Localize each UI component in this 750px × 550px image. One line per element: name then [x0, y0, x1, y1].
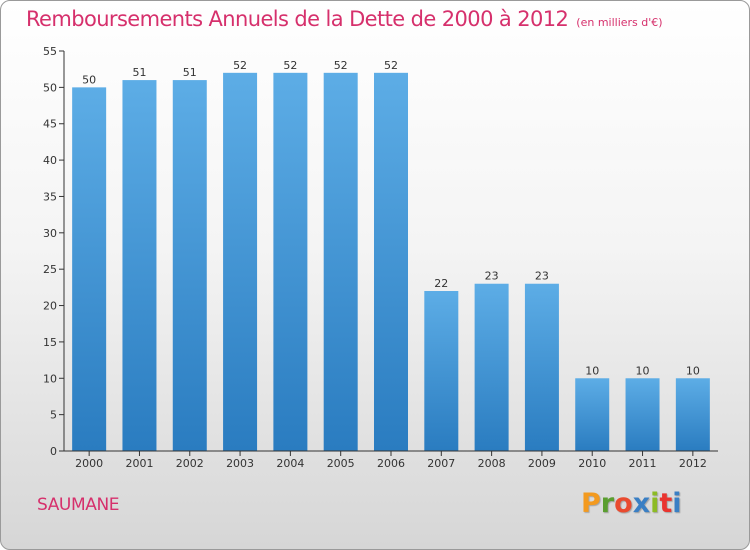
chart-subtitle: (en milliers d'€) [576, 16, 663, 29]
bar-value-label: 10 [686, 364, 700, 377]
y-tick-label: 50 [43, 81, 57, 94]
chart-title: Remboursements Annuels de la Dette de 20… [26, 7, 569, 31]
bar-value-label: 23 [485, 270, 499, 283]
bar-value-label: 23 [535, 270, 549, 283]
bar-2010 [575, 378, 610, 451]
title-block: Remboursements Annuels de la Dette de 20… [26, 7, 663, 31]
y-tick-label: 45 [43, 118, 57, 131]
bar-2004 [273, 72, 308, 452]
bar-value-label: 10 [585, 364, 599, 377]
x-tick-label: 2004 [276, 457, 304, 470]
bar-value-label: 51 [132, 66, 146, 79]
bar-value-label: 52 [233, 59, 247, 72]
logo-letter: P [581, 488, 601, 519]
y-tick-label: 55 [43, 45, 57, 58]
x-tick-label: 2010 [578, 457, 606, 470]
y-tick-label: 20 [43, 300, 57, 313]
x-tick-label: 2003 [226, 457, 254, 470]
x-tick-label: 2011 [629, 457, 657, 470]
bar-2002 [172, 80, 207, 451]
y-tick-label: 25 [43, 263, 57, 276]
bar-2006 [374, 72, 408, 452]
y-tick-label: 0 [50, 445, 57, 458]
bar-2003 [223, 72, 258, 452]
bar-value-label: 51 [183, 66, 197, 79]
y-tick-label: 5 [50, 409, 57, 422]
y-tick-label: 15 [43, 336, 57, 349]
bar-value-label: 10 [636, 364, 650, 377]
bars: 50 51 51 52 52 52 52 22 23 23 10 10 10 [72, 59, 710, 452]
bar-2000 [72, 87, 107, 451]
bar-2005 [323, 72, 358, 452]
y-axis: 0 5 10 15 20 25 30 35 40 45 50 55 [43, 45, 65, 458]
x-tick-label: 2006 [377, 457, 405, 470]
bar-value-label: 22 [434, 277, 448, 290]
proxiti-logo: Proxiti [581, 488, 682, 519]
x-tick-label: 2008 [478, 457, 506, 470]
logo-letter: i [672, 488, 682, 519]
y-tick-label: 30 [43, 227, 57, 240]
bar-2009 [524, 283, 559, 451]
x-tick-label: 2000 [75, 457, 103, 470]
logo-letter: o [614, 488, 633, 519]
bar-2007 [424, 291, 459, 451]
bar-value-label: 52 [334, 59, 348, 72]
logo-letter: t [659, 488, 673, 519]
x-tick-label: 2001 [125, 457, 153, 470]
logo-letter: x [632, 488, 651, 519]
commune-name: SAUMANE [37, 495, 120, 515]
bar-value-label: 50 [82, 73, 96, 86]
x-tick-label: 2002 [176, 457, 204, 470]
bar-2012 [675, 378, 710, 451]
x-tick-label: 2005 [327, 457, 355, 470]
y-tick-label: 40 [43, 154, 57, 167]
logo-letter: r [600, 488, 615, 519]
bar-value-label: 52 [283, 59, 297, 72]
x-tick-label: 2007 [427, 457, 455, 470]
bar-2011 [625, 378, 660, 451]
bar-2008 [474, 283, 509, 451]
x-tick-label: 2009 [528, 457, 556, 470]
y-tick-label: 10 [43, 372, 57, 385]
x-axis: 2000 2001 2002 2003 2004 2005 2006 2007 2008 2009… [64, 450, 718, 470]
logo-letter: i [650, 488, 660, 519]
y-tick-label: 35 [43, 190, 57, 203]
bar-value-label: 52 [384, 59, 398, 72]
x-tick-label: 2012 [679, 457, 707, 470]
bar-2001 [122, 80, 157, 451]
